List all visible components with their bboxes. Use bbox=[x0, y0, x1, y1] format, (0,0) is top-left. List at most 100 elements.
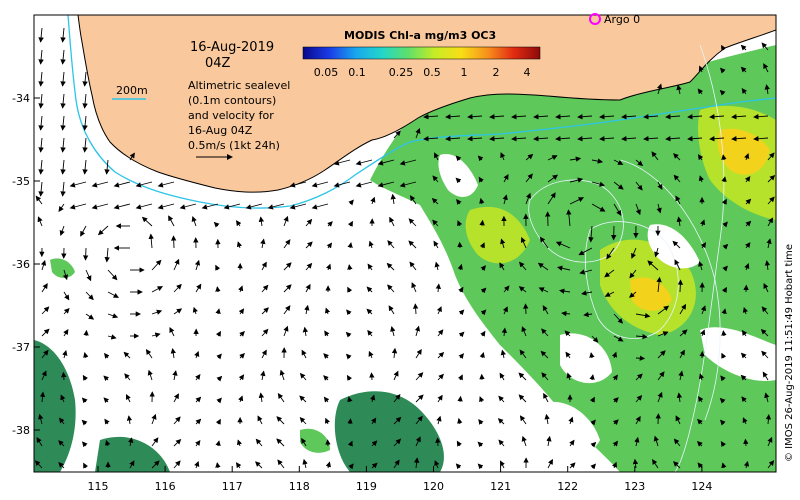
velocity-arrow bbox=[502, 306, 508, 315]
velocity-arrow bbox=[501, 327, 508, 337]
velocity-arrow bbox=[58, 203, 65, 212]
velocity-arrow bbox=[537, 262, 549, 271]
velocity-arrow bbox=[569, 462, 576, 469]
velocity-arrow bbox=[761, 350, 769, 359]
velocity-arrow bbox=[135, 181, 153, 188]
velocity-arrow bbox=[499, 460, 505, 469]
velocity-arrow bbox=[436, 415, 442, 425]
velocity-arrow bbox=[104, 247, 110, 263]
velocity-arrow bbox=[672, 240, 681, 249]
y-tick-label: -35 bbox=[12, 175, 30, 188]
velocity-arrow bbox=[753, 114, 769, 120]
velocity-arrow bbox=[168, 215, 175, 227]
velocity-arrow bbox=[191, 216, 197, 227]
velocity-arrow bbox=[546, 435, 552, 447]
velocity-arrow bbox=[235, 220, 242, 227]
velocity-arrow bbox=[455, 463, 462, 470]
velocity-arrow bbox=[635, 415, 641, 425]
velocity-arrow bbox=[215, 440, 221, 447]
velocity-arrow bbox=[445, 136, 461, 142]
x-tick-label: 124 bbox=[691, 480, 712, 493]
velocity-arrow bbox=[566, 372, 572, 381]
velocity-arrow bbox=[588, 225, 594, 243]
velocity-arrow bbox=[151, 286, 163, 293]
plot-frame bbox=[33, 14, 777, 473]
velocity-arrow bbox=[621, 114, 637, 120]
velocity-arrow bbox=[741, 396, 747, 403]
y-tick-label: -38 bbox=[12, 424, 30, 437]
velocity-arrow bbox=[239, 352, 245, 359]
velocity-arrow bbox=[499, 262, 505, 271]
isobath-legend-label: 200m bbox=[116, 84, 148, 97]
velocity-arrow bbox=[173, 438, 182, 447]
velocity-arrow bbox=[261, 307, 269, 315]
velocity-arrow bbox=[436, 306, 442, 315]
velocity-arrow bbox=[719, 419, 726, 426]
velocity-arrow bbox=[753, 136, 769, 142]
x-tick-label: 123 bbox=[624, 480, 645, 493]
velocity-arrow bbox=[151, 437, 159, 447]
velocity-arrow bbox=[568, 416, 574, 425]
velocity-arrow bbox=[762, 371, 769, 381]
velocity-arrow bbox=[656, 276, 662, 293]
velocity-arrow bbox=[489, 114, 505, 120]
argo-float-marker[interactable] bbox=[589, 13, 601, 25]
velocity-arrow bbox=[283, 239, 291, 249]
velocity-arrow bbox=[393, 416, 402, 425]
velocity-arrow bbox=[299, 417, 307, 425]
velocity-arrow bbox=[665, 114, 681, 120]
velocity-arrow bbox=[393, 438, 402, 447]
velocity-arrow bbox=[557, 265, 571, 271]
velocity-arrow bbox=[333, 159, 351, 166]
velocity-arrow bbox=[566, 209, 572, 227]
velocity-arrow bbox=[569, 177, 584, 183]
velocity-arrow bbox=[255, 438, 263, 447]
velocity-arrow bbox=[767, 196, 775, 205]
velocity-arrow bbox=[60, 93, 66, 109]
velocity-arrow bbox=[38, 181, 44, 197]
velocity-arrow bbox=[743, 438, 749, 447]
velocity-arrow bbox=[519, 261, 527, 271]
velocity-arrow bbox=[721, 462, 727, 469]
velocity-arrow bbox=[305, 262, 313, 271]
velocity-arrow bbox=[377, 159, 395, 166]
altimetry-line-4: 16-Aug 04Z bbox=[188, 124, 253, 137]
colorbar-tick-label: 4 bbox=[524, 66, 531, 79]
velocity-arrow bbox=[216, 375, 223, 382]
velocity-arrow bbox=[345, 331, 352, 338]
velocity-arrow bbox=[599, 114, 615, 120]
velocity-arrow bbox=[80, 225, 87, 237]
velocity-arrow bbox=[741, 329, 748, 337]
velocity-arrow bbox=[58, 417, 65, 425]
chlorophyll-patch-south-1 bbox=[334, 391, 444, 472]
velocity-arrow bbox=[731, 114, 747, 120]
velocity-arrow bbox=[169, 326, 175, 337]
velocity-arrow bbox=[311, 181, 329, 188]
velocity-arrow bbox=[499, 372, 505, 381]
velocity-arrow bbox=[621, 136, 637, 142]
velocity-arrow bbox=[590, 463, 597, 470]
velocity-arrow bbox=[489, 136, 505, 142]
velocity-arrow bbox=[333, 181, 351, 188]
velocity-arrow bbox=[458, 309, 465, 316]
velocity-arrow bbox=[255, 461, 263, 469]
velocity-arrow bbox=[503, 174, 509, 183]
velocity-arrow bbox=[697, 88, 704, 95]
velocity-arrow bbox=[257, 415, 263, 425]
velocity-arrow bbox=[347, 440, 353, 447]
velocity-arrow bbox=[511, 114, 527, 120]
velocity-arrow bbox=[415, 436, 421, 447]
velocity-arrow bbox=[304, 304, 310, 315]
velocity-arrow bbox=[518, 372, 527, 381]
velocity-arrow bbox=[325, 263, 332, 271]
velocity-arrow bbox=[367, 329, 373, 337]
velocity-arrow bbox=[91, 181, 109, 188]
velocity-arrow bbox=[82, 159, 88, 175]
velocity-arrow bbox=[60, 181, 66, 197]
velocity-arrow bbox=[479, 352, 485, 359]
velocity-arrow bbox=[69, 203, 87, 210]
velocity-arrow bbox=[541, 372, 549, 381]
velocity-arrow bbox=[763, 63, 769, 73]
velocity-arrow bbox=[540, 350, 549, 359]
colorbar-tick-label: 0.1 bbox=[348, 66, 366, 79]
